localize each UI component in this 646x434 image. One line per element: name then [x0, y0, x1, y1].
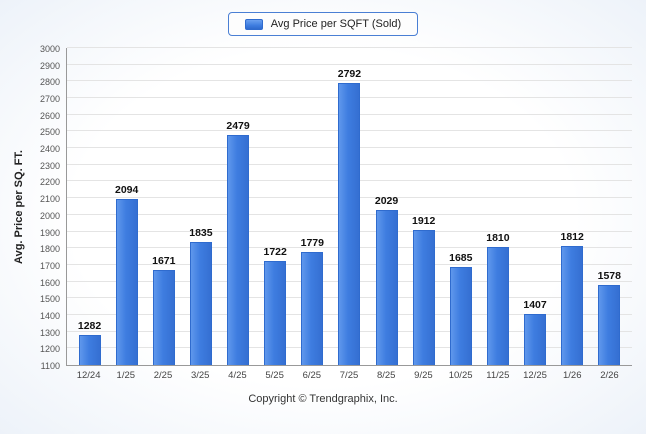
bar-group: 2792 [338, 68, 361, 365]
x-tick-label: 12/24 [76, 370, 101, 381]
bar-group: 2029 [375, 195, 398, 365]
y-tick-label: 1200 [39, 344, 60, 355]
bar [264, 261, 287, 365]
bar-group: 1810 [486, 231, 510, 365]
legend: Avg Price per SQFT (Sold) [227, 12, 419, 36]
legend-swatch [244, 18, 263, 30]
x-tick-label: 1/26 [562, 370, 582, 381]
y-tick-label: 2100 [39, 194, 60, 205]
bar-value-label: 1722 [263, 246, 287, 259]
bar-group: 2479 [226, 119, 250, 365]
bar-value-label: 1671 [152, 254, 176, 267]
x-tick-label: 3/25 [190, 370, 210, 381]
gridline [67, 47, 632, 48]
y-tick-label: 2600 [39, 110, 60, 121]
x-tick-label: 1/25 [116, 370, 136, 381]
bar-value-label: 1812 [560, 231, 584, 244]
x-tick-label: 2/25 [153, 370, 173, 381]
bar [412, 229, 435, 365]
bar-value-label: 2792 [337, 67, 362, 80]
bar-group: 1812 [561, 231, 584, 365]
bar-group: 1671 [152, 255, 175, 365]
bar [115, 199, 138, 365]
bar [227, 134, 250, 365]
y-tick-label: 1800 [39, 244, 60, 255]
y-tick-label: 2300 [39, 160, 60, 171]
y-tick-label: 1300 [39, 327, 60, 338]
bar [78, 334, 101, 365]
y-tick-label: 2400 [39, 144, 60, 155]
bar-group: 1578 [598, 270, 621, 365]
y-tick-label: 1500 [39, 294, 60, 305]
bar [449, 267, 472, 365]
bar-value-label: 2029 [374, 195, 399, 208]
bar-value-label: 1835 [189, 227, 213, 240]
bar-group: 2094 [115, 184, 138, 365]
bar-value-label: 1912 [412, 214, 436, 227]
y-tick-label: 2000 [39, 210, 60, 221]
bar-value-label: 2479 [226, 119, 250, 132]
bar [189, 242, 212, 365]
plot-area: 1282 2094 1671 1835 2479 1722 1779 2792 2029 1912… [66, 47, 632, 366]
bar-value-label: 1810 [486, 231, 510, 244]
y-axis-title-wrap: Avg. Price per SQ. FT. [8, 48, 30, 366]
y-tick-label: 1900 [39, 227, 60, 238]
x-tick-label: 4/25 [228, 370, 247, 381]
bar-value-label: 1407 [523, 298, 547, 311]
legend-label: Avg Price per SQFT (Sold) [270, 18, 402, 30]
bar [375, 210, 398, 365]
x-tick-label: 7/25 [339, 370, 359, 381]
copyright: Copyright © Trendgraphix, Inc. [248, 393, 398, 405]
bar-value-label: 1685 [449, 252, 473, 265]
bar [486, 246, 509, 365]
x-tick-label: 2/26 [600, 370, 619, 381]
bar-value-label: 2094 [115, 184, 139, 197]
y-tick-label: 1600 [39, 277, 60, 288]
x-tick-label: 10/25 [448, 370, 473, 381]
x-tick-label: 6/25 [302, 370, 322, 381]
bar-value-label: 1779 [300, 236, 324, 249]
y-tick-label: 2700 [39, 94, 60, 105]
bar-group: 1779 [301, 237, 324, 365]
bar-group: 1407 [523, 298, 547, 365]
y-tick-label: 1400 [39, 310, 60, 321]
y-tick-label: 2800 [39, 77, 60, 88]
bars-row: 1282 2094 1671 1835 2479 1722 1779 2792 2029 1912… [67, 48, 632, 365]
x-tick-label: 12/25 [523, 370, 547, 381]
plot-column: 1282 2094 1671 1835 2479 1722 1779 2792 2029 1912… [66, 47, 646, 381]
legend-wrap: Avg Price per SQFT (Sold) [0, 12, 646, 36]
y-axis-ticks: 1100 1200 1300 1400 1500 1600 1700 1800 1900 2000… [30, 44, 66, 371]
bar-value-label: 1578 [597, 270, 621, 283]
bar [561, 246, 584, 365]
y-tick-label: 1700 [39, 260, 60, 271]
y-tick-label: 3000 [39, 44, 60, 54]
x-axis-labels: 12/24 1/25 2/25 3/25 4/25 5/25 6/25 7/25 8/25 9/2… [66, 370, 632, 381]
y-tick-label: 1100 [40, 361, 60, 371]
y-tick-label: 2900 [39, 60, 60, 71]
x-tick-label: 8/25 [376, 370, 396, 381]
x-tick-label: 9/25 [414, 370, 433, 381]
bar-group: 1912 [412, 215, 435, 365]
bar-group: 1282 [78, 320, 101, 365]
bar-group: 1685 [449, 252, 472, 365]
y-axis-title: Avg. Price per SQ. FT. [13, 150, 25, 264]
x-tick-label: 11/25 [486, 370, 510, 381]
y-tick-label: 2500 [39, 127, 60, 138]
gridline [67, 80, 632, 82]
bar [524, 313, 547, 365]
bar-value-label: 1282 [77, 319, 102, 332]
bar-group: 1722 [264, 246, 287, 365]
bar-group: 1835 [189, 227, 213, 365]
bar [301, 251, 324, 365]
bar [152, 269, 175, 365]
gridline [67, 63, 632, 65]
chart-body: Avg. Price per SQ. FT. 1100 1200 1300 1400 1… [0, 44, 646, 381]
bar [338, 82, 361, 365]
x-tick-label: 5/25 [265, 370, 284, 381]
bar [598, 285, 621, 365]
y-tick-label: 2200 [39, 177, 60, 188]
